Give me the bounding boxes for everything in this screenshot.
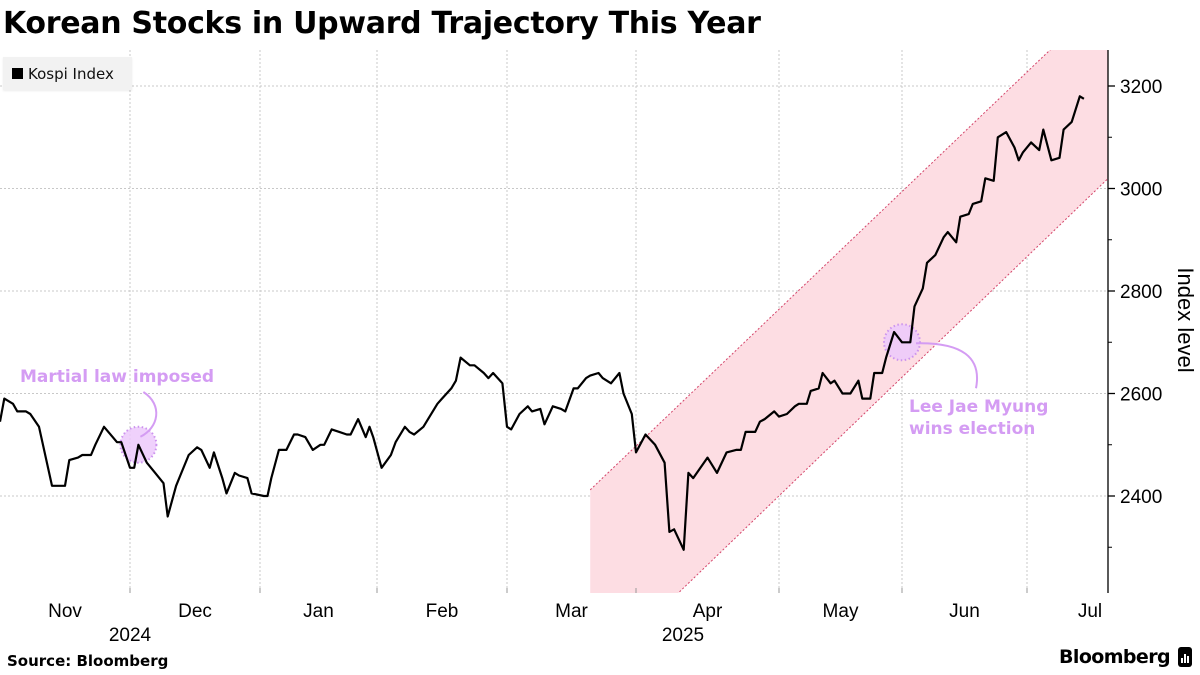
legend-swatch-icon — [12, 68, 23, 79]
x-tick-label: Mar — [555, 601, 588, 622]
annotation-election: Lee Jae Myung wins election — [909, 396, 1048, 440]
y-axis-label: Index level — [1173, 267, 1198, 373]
x-tick-label: Nov — [48, 601, 82, 622]
y-tick-label: 3000 — [1120, 180, 1162, 201]
gridlines — [0, 50, 1108, 593]
annotation-election-line-2: wins election — [909, 419, 1036, 439]
series-line-kospi — [0, 95, 1085, 551]
trend-channel-band — [590, 50, 1108, 593]
year-label: 2025 — [662, 625, 704, 646]
annotation-election-line-1: Lee Jae Myung — [909, 397, 1049, 417]
y-tick-label: 2600 — [1120, 385, 1162, 406]
y-tick-label: 2800 — [1120, 282, 1162, 303]
legend: Kospi Index — [3, 57, 132, 90]
trend-channel-upper-edge — [589, 50, 1051, 491]
bloomberg-terminal-icon — [1178, 647, 1192, 667]
x-tick-label: Jan — [303, 601, 334, 622]
x-tick-label: Feb — [426, 601, 459, 622]
year-label: 2024 — [109, 625, 152, 646]
legend-label: Kospi Index — [28, 64, 114, 83]
annotation-martial-law: Martial law imposed — [20, 367, 215, 387]
trend-channel — [589, 50, 1108, 593]
x-tick-label: Jun — [949, 601, 980, 622]
x-tick-label: May — [823, 601, 859, 622]
series-layer — [0, 95, 1085, 551]
y-tick-label: 2400 — [1120, 487, 1162, 508]
annotation-connector — [915, 342, 978, 389]
bloomberg-logo: Bloomberg — [1059, 646, 1192, 668]
chart-title: Korean Stocks in Upward Trajectory This … — [3, 6, 761, 41]
axes: 2400 2600 2800 3000 3200 Nov Dec Jan Feb Mar Apr Ma… — [48, 50, 1162, 646]
x-tick-label: Dec — [178, 601, 212, 622]
source-note: Source: Bloomberg — [7, 652, 169, 670]
bloomberg-wordmark: Bloomberg — [1059, 646, 1171, 668]
x-tick-label: Jul — [1078, 601, 1102, 622]
y-tick-label: 3200 — [1120, 77, 1162, 98]
x-tick-label: Apr — [693, 601, 723, 622]
annotation-connector — [139, 391, 158, 438]
